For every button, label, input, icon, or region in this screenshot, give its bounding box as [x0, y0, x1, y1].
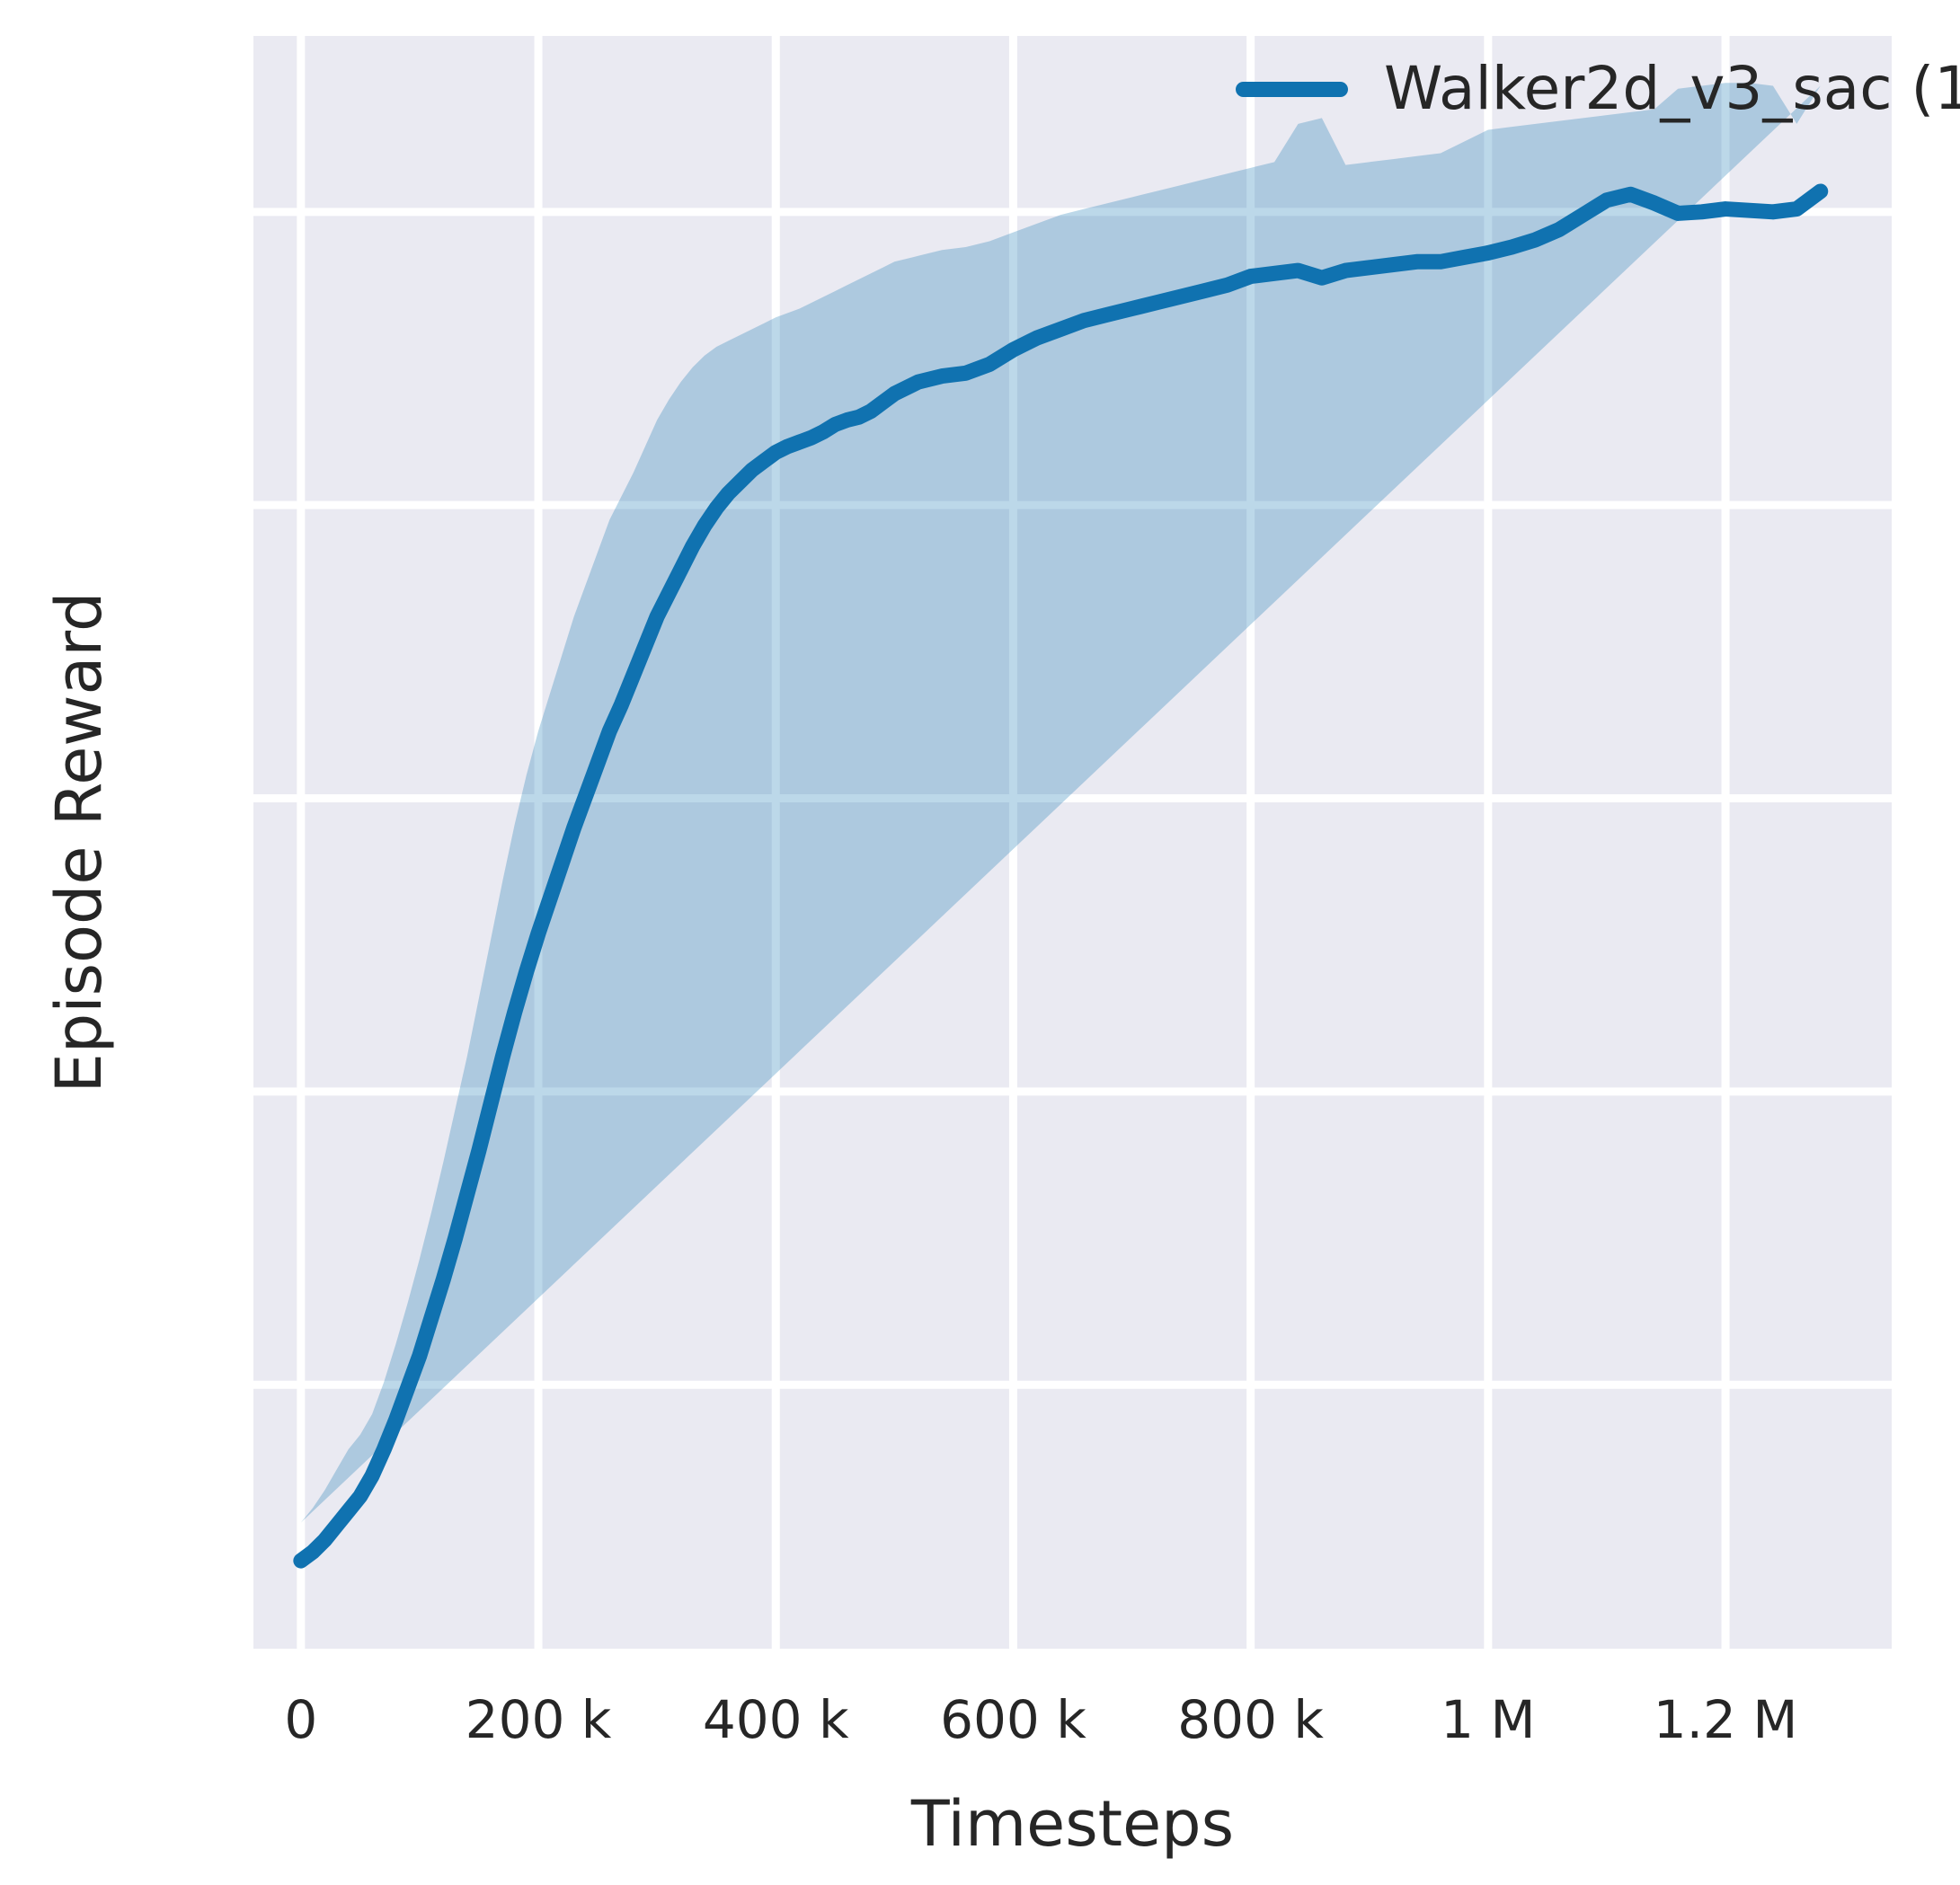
x-tick-label: 200 k	[465, 1689, 612, 1750]
x-tick-label: 1.2 M	[1653, 1689, 1798, 1750]
gridlines	[253, 36, 1892, 1649]
x-axis-title: Timesteps	[910, 1787, 1235, 1861]
plot-canvas	[253, 36, 1892, 1649]
legend-line-swatch	[1236, 81, 1348, 97]
x-tick-label: 1 M	[1441, 1689, 1536, 1750]
x-tick-label: 600 k	[940, 1689, 1086, 1750]
x-tick-label: 400 k	[702, 1689, 849, 1750]
x-tick-label: 0	[284, 1689, 318, 1750]
legend: Walker2d_v3_sac (10)	[1236, 40, 1960, 138]
series-line	[293, 183, 1829, 1569]
plot-area	[253, 36, 1892, 1649]
legend-label: Walker2d_v3_sac (10)	[1384, 54, 1960, 123]
confidence-band	[300, 83, 1821, 1523]
x-tick-label: 800 k	[1177, 1689, 1325, 1750]
